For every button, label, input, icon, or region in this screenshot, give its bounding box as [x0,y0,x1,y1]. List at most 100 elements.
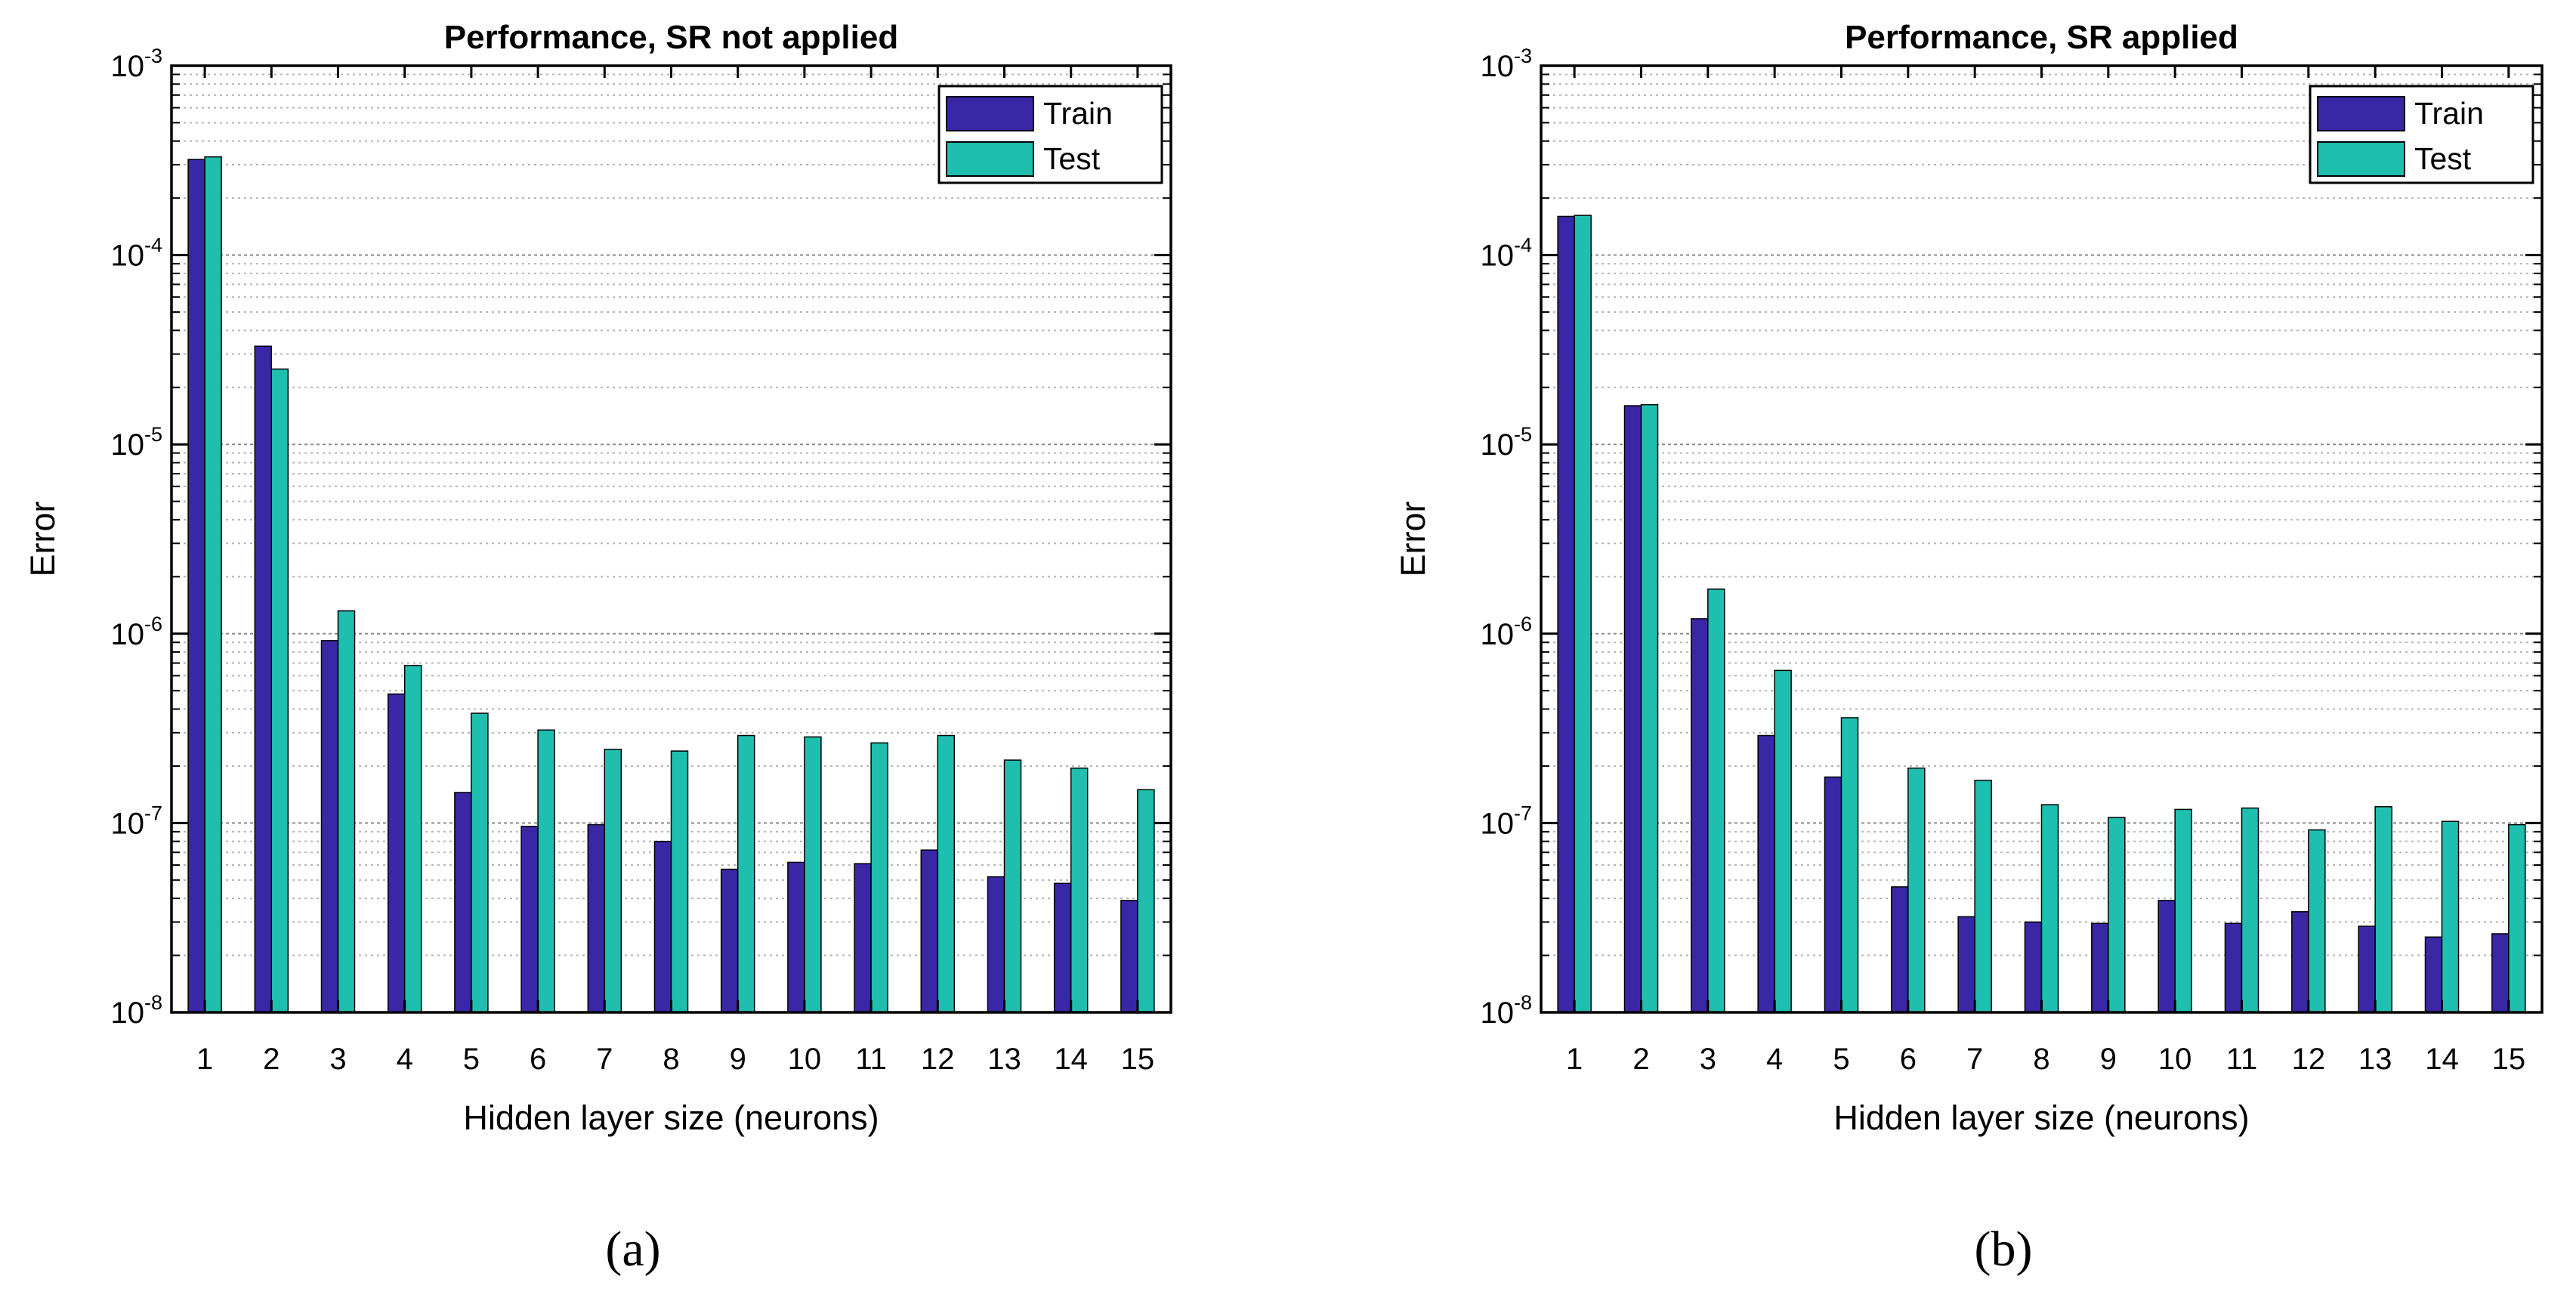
train-bar-5 [1824,776,1842,1013]
test-bar-12 [937,734,956,1013]
train-bar-7 [587,823,606,1013]
ytick-label: 10-6 [1480,613,1532,651]
ytick-base: 10 [110,50,144,83]
train-bar-6 [520,826,539,1013]
legend-swatch-test [946,141,1034,177]
test-bar-9 [2108,817,2126,1013]
ytick-exponent: -5 [144,423,162,446]
train-bar-6 [1891,886,1909,1013]
plot-area-frame [170,64,1172,1014]
train-bar-4 [387,693,406,1013]
ytick-label: 10-4 [1480,234,1532,273]
xtick-label: 2 [263,1043,280,1076]
legend-swatch-test [2317,141,2405,177]
train-bar-7 [1957,916,1975,1013]
plot-area-frame [1540,64,2544,1014]
y-axis-label: Error [23,501,62,576]
test-bar-10 [804,736,822,1013]
test-bar-14 [2441,820,2460,1013]
test-bar-7 [604,749,622,1013]
test-bar-4 [1774,669,1792,1013]
legend-label-test: Test [2414,141,2472,176]
xtick-label: 6 [530,1043,546,1076]
train-bar-15 [2491,933,2510,1013]
y-axis-label: Error [1394,501,1432,576]
ytick-label: 10-3 [1480,45,1532,83]
train-bar-11 [2224,922,2243,1013]
xtick-label: 1 [1566,1043,1583,1076]
legend-label-train: Train [1043,96,1113,131]
ytick-exponent: -6 [1514,613,1532,635]
test-bar-12 [2308,829,2326,1013]
ytick-label: 10-3 [110,45,162,83]
train-bar-3 [1691,618,1709,1013]
xtick-label: 11 [2226,1043,2258,1076]
train-bar-12 [920,849,939,1013]
ytick-base: 10 [1480,807,1514,840]
test-bar-5 [471,712,489,1013]
ytick-label: 10-5 [110,423,162,462]
ytick-exponent: -3 [144,45,162,67]
ytick-exponent: -3 [1514,45,1532,67]
test-bar-1 [204,156,222,1013]
test-bar-8 [670,750,689,1013]
test-bar-8 [2040,804,2059,1013]
xtick-label: 7 [1966,1043,1983,1076]
test-bar-3 [337,610,356,1013]
ytick-label: 10-7 [1480,802,1532,840]
test-bar-3 [1707,589,1725,1013]
ytick-exponent: -8 [1514,991,1532,1014]
xtick-label: 12 [921,1043,955,1076]
legend: Train Test [2309,85,2534,184]
ytick-label: 10-6 [110,613,162,651]
test-bar-1 [1574,215,1592,1013]
panel-caption: (b) [1975,1222,2033,1277]
ytick-base: 10 [1480,428,1514,462]
test-bar-10 [2174,808,2192,1013]
xtick-label: 5 [1833,1043,1849,1076]
x-axis-label: Hidden layer size (neurons) [1833,1098,2249,1137]
x-axis-label: Hidden layer size (neurons) [463,1098,879,1137]
ytick-exponent: -8 [144,991,162,1014]
train-bar-8 [653,840,672,1013]
ytick-base: 10 [110,428,144,462]
xtick-label: 3 [329,1043,346,1076]
xtick-label: 11 [855,1043,887,1076]
xtick-label: 1 [196,1043,213,1076]
train-bar-8 [2024,921,2043,1013]
panel-caption: (a) [605,1222,660,1277]
test-bar-4 [403,665,422,1013]
ytick-label: 10-4 [110,234,162,273]
train-bar-10 [2157,900,2176,1013]
ytick-base: 10 [110,996,144,1030]
xtick-label: 13 [987,1043,1021,1076]
test-bar-9 [737,734,755,1013]
test-bar-2 [270,368,289,1013]
xtick-label: 15 [2492,1043,2526,1076]
train-bar-2 [254,345,273,1013]
ytick-exponent: -4 [1514,234,1532,257]
train-bar-14 [1053,882,1072,1013]
ytick-base: 10 [110,618,144,651]
test-bar-6 [1907,767,1926,1013]
train-bar-10 [787,861,805,1013]
test-bar-2 [1640,403,1659,1013]
test-bar-6 [537,729,555,1013]
ytick-base: 10 [110,807,144,840]
test-bar-13 [2374,806,2392,1013]
train-bar-15 [1120,900,1138,1013]
xtick-label: 7 [596,1043,613,1076]
train-bar-5 [454,792,472,1013]
train-bar-2 [1623,405,1642,1013]
train-bar-14 [2424,936,2443,1013]
legend-swatch-train [2317,96,2405,131]
xtick-label: 14 [2425,1043,2459,1076]
xtick-label: 9 [2100,1043,2117,1076]
ytick-exponent: -5 [1514,423,1532,446]
legend-label-train: Train [2414,96,2484,131]
test-bar-5 [1840,717,1859,1013]
ytick-exponent: -7 [144,802,162,824]
xtick-label: 3 [1700,1043,1716,1076]
legend-label-test: Test [1043,141,1101,176]
ytick-label: 10-8 [1480,991,1532,1030]
